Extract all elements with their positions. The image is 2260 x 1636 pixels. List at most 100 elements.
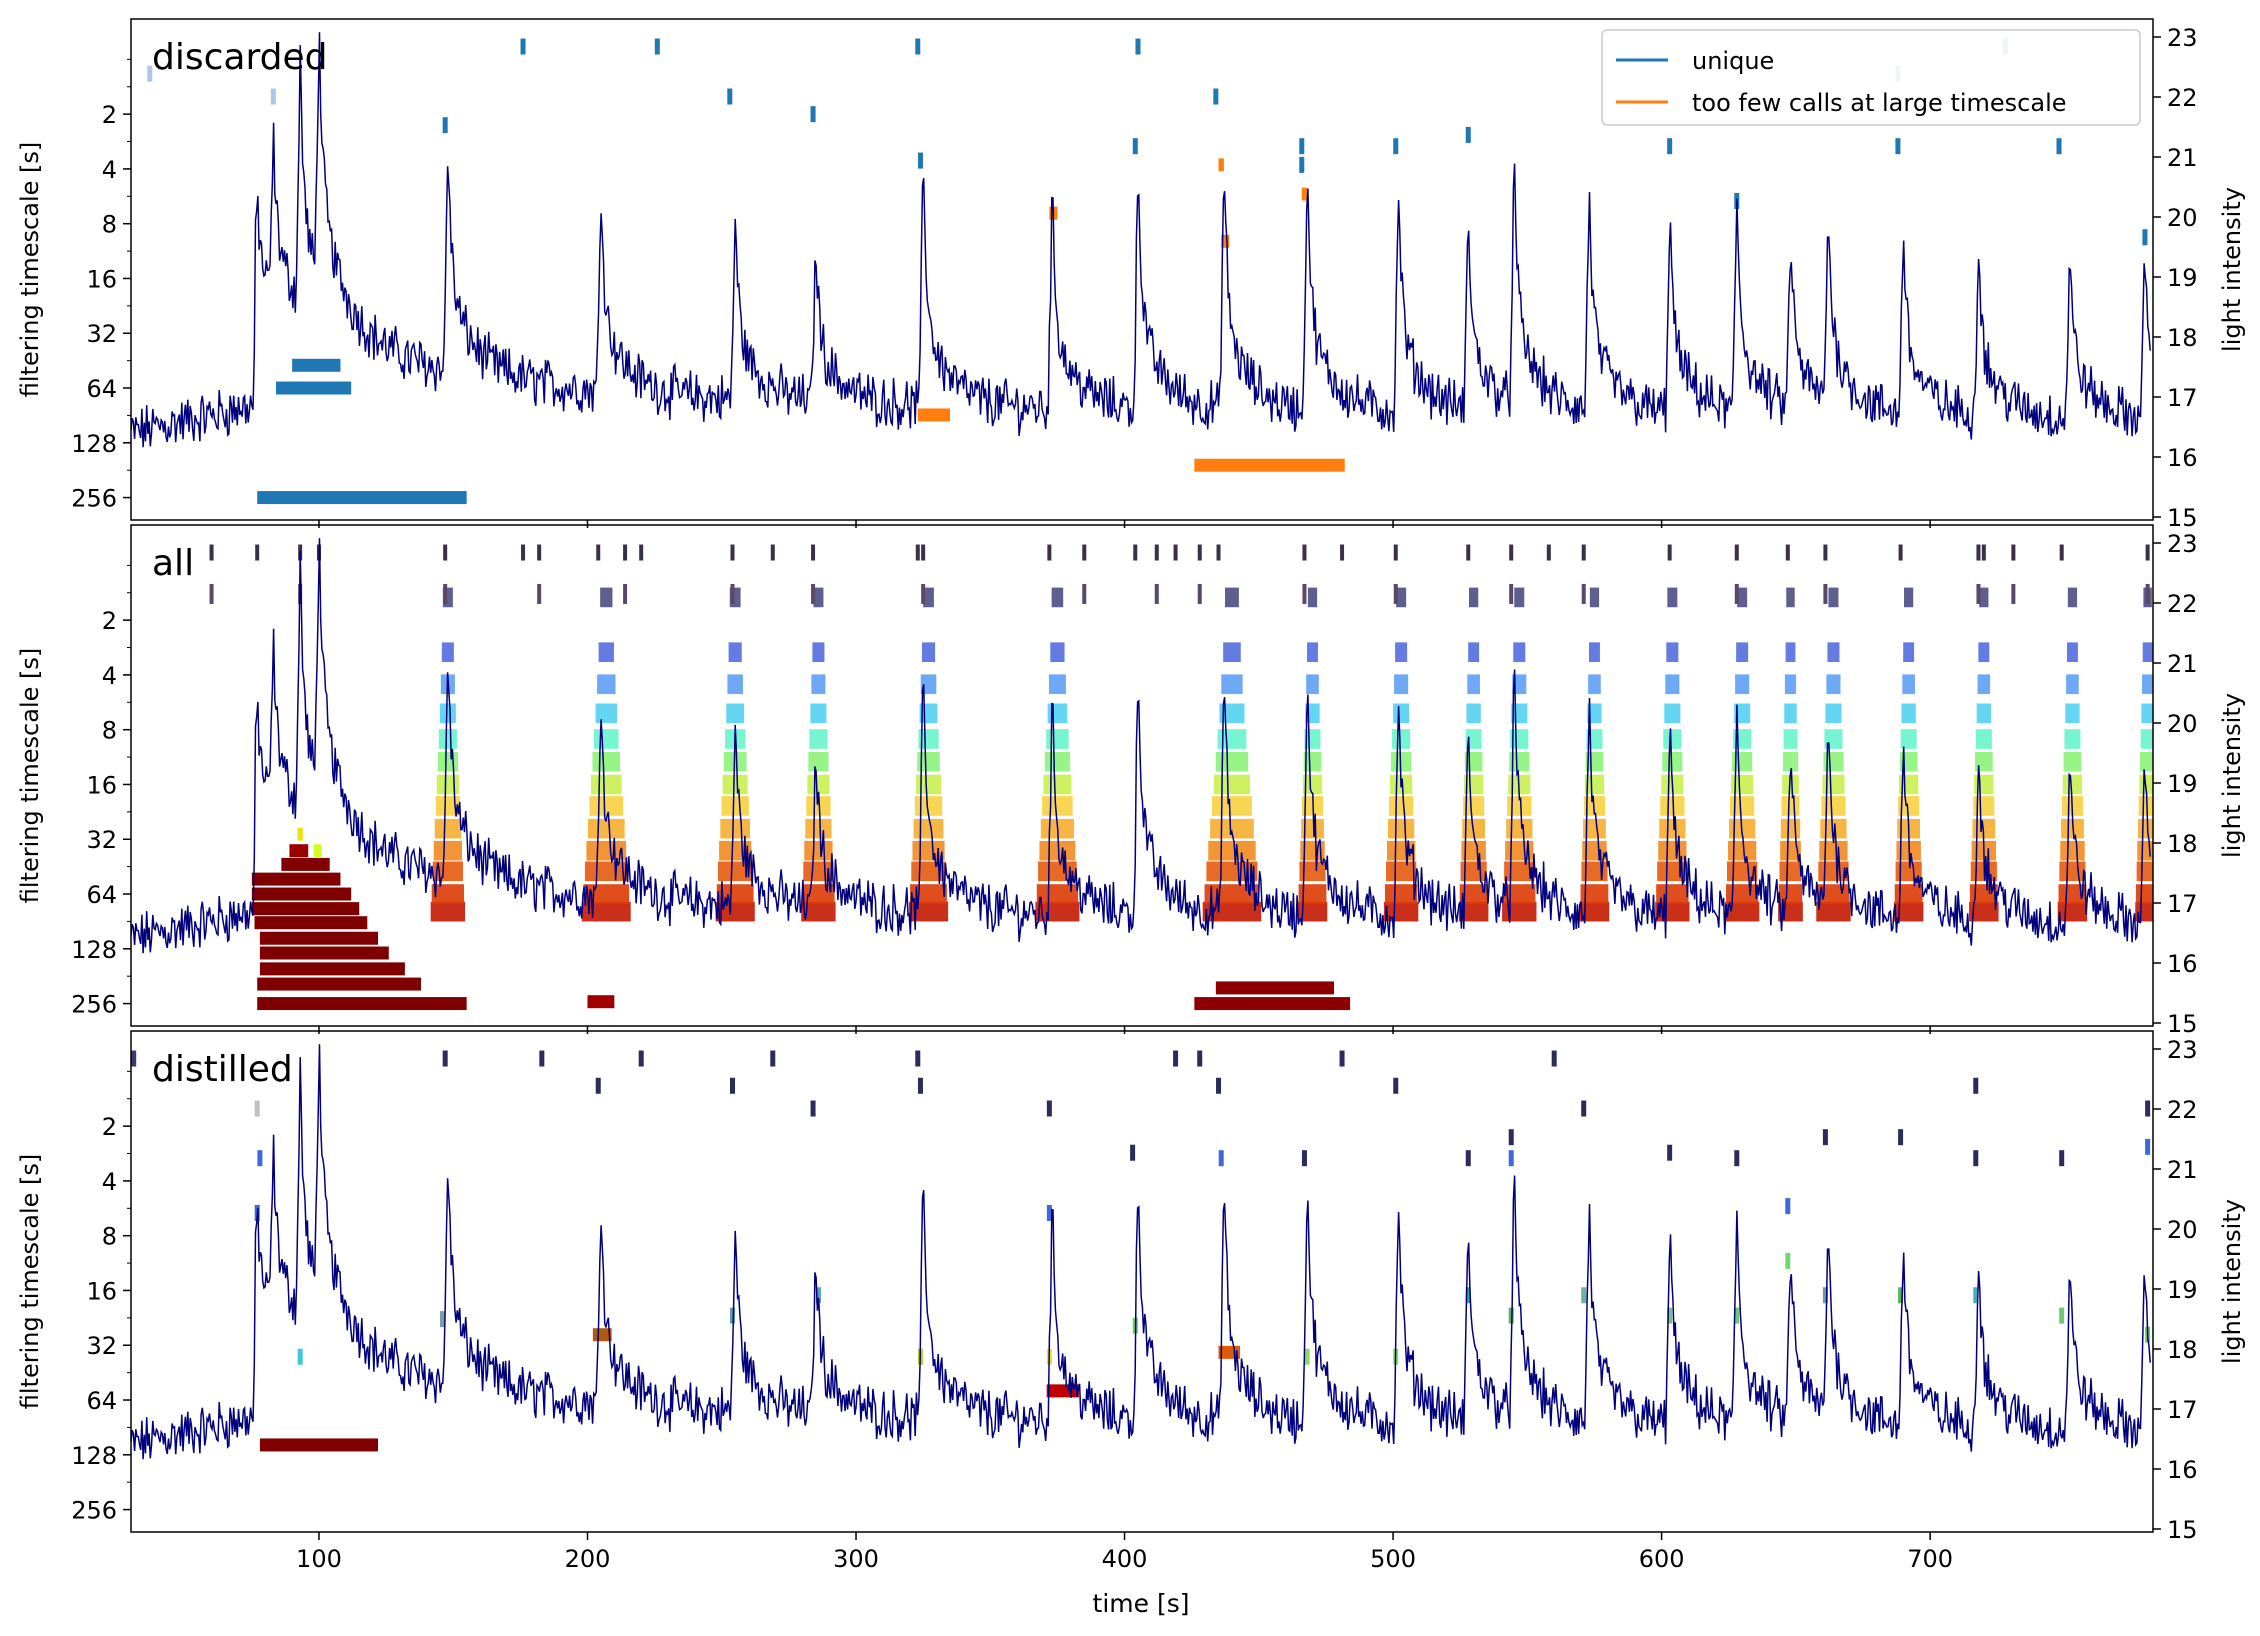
axes-frame xyxy=(130,524,2154,1027)
bar-0 xyxy=(257,997,467,1011)
tower-11-cell-12 xyxy=(1589,587,1600,608)
dark-tick-22 xyxy=(1302,544,1307,561)
right-tick-label-0: 15 xyxy=(2167,1010,2198,1038)
bar-8 xyxy=(251,872,341,886)
dark-tick-31 xyxy=(1785,544,1790,561)
tower-15-cell-3 xyxy=(1819,840,1848,861)
tower-14-cell-9 xyxy=(1784,703,1797,724)
left-tick-label-3: 16 xyxy=(86,265,117,293)
dark-tick-30 xyxy=(1734,544,1739,561)
tick-mark-2 xyxy=(520,38,526,55)
tick-mark-32 xyxy=(1465,1150,1471,1167)
tower-5-cell-6 xyxy=(1043,774,1072,795)
tower-17-cell-7 xyxy=(1974,751,1993,772)
right-tick-label-5: 20 xyxy=(2167,1216,2198,1244)
tower-6-cell-8 xyxy=(1217,729,1247,749)
tower-11-cell-1 xyxy=(1580,884,1609,904)
tick-mark-16 xyxy=(917,1077,923,1094)
bar-4 xyxy=(1194,458,1345,472)
tower-19-cell-8 xyxy=(2140,729,2153,749)
tower-17-cell-1 xyxy=(1969,884,1998,904)
left-tick-label-3: 16 xyxy=(86,771,117,799)
panel-label: all xyxy=(152,543,194,584)
dark-tick-5 xyxy=(521,544,526,561)
tower-13-cell-3 xyxy=(1728,840,1757,861)
tower-19-cell-5 xyxy=(2138,796,2153,816)
tower-7-cell-6 xyxy=(1302,774,1323,795)
tower-3-cell-7 xyxy=(808,751,829,772)
tower-16-cell-11 xyxy=(1903,642,1915,663)
tick-mark-26 xyxy=(1218,1150,1224,1167)
tower-0-cell-11 xyxy=(441,642,454,663)
x-tick-label-5: 600 xyxy=(1639,1545,1685,1573)
dark-tick-36 xyxy=(2011,544,2016,561)
right-tick-label-8: 23 xyxy=(2167,24,2198,52)
tower-8-cell-8 xyxy=(1392,729,1411,749)
tower-5-cell-12 xyxy=(1051,587,1064,608)
dark-tick-35 xyxy=(1981,544,1986,561)
tower-6-cell-0 xyxy=(1202,901,1262,922)
tower-0-cell-4 xyxy=(434,818,461,839)
left-tick-label-0: 2 xyxy=(102,101,117,129)
right-tick-label-7: 22 xyxy=(2167,590,2198,618)
tower-19-cell-2 xyxy=(2136,861,2153,882)
tower-0-cell-1 xyxy=(431,884,465,904)
panel-all: 2 4 8 16 32 64 128 256 15 16 17 18 19 20 21 22 23 filteri… xyxy=(16,524,2246,1038)
tower-7-cell-10 xyxy=(1306,674,1319,695)
tower-0-cell-0 xyxy=(430,901,466,922)
tower-11-cell-9 xyxy=(1587,703,1602,724)
tick-mark-43 xyxy=(1734,1307,1740,1324)
tower-15-cell-9 xyxy=(1825,703,1842,724)
bar-7 xyxy=(1221,234,1230,248)
dark-tick-b-6 xyxy=(537,583,542,604)
tower-15-cell-0 xyxy=(1816,901,1851,922)
tower-13-cell-7 xyxy=(1732,751,1753,772)
tick-mark-14 xyxy=(815,1287,821,1304)
bar-6 xyxy=(251,902,360,916)
tower-8-cell-5 xyxy=(1389,796,1414,816)
tower-7-cell-12 xyxy=(1307,587,1318,608)
right-tick-label-6: 21 xyxy=(2167,1156,2198,1184)
dark-tick-b-22 xyxy=(1302,583,1307,604)
tick-mark-13 xyxy=(1393,138,1399,155)
right-tick-label-4: 19 xyxy=(2167,1276,2198,1304)
bar-3 xyxy=(917,408,951,422)
tick-mark-55 xyxy=(2145,1100,2151,1117)
tower-0-cell-3 xyxy=(433,840,463,861)
dark-tick-b-14 xyxy=(921,583,926,604)
tick-mark-45 xyxy=(1785,1252,1791,1269)
bar-1 xyxy=(257,977,422,991)
tower-4-cell-4 xyxy=(913,818,944,839)
tick-mark-12 xyxy=(1299,156,1305,173)
dark-tick-18 xyxy=(1154,544,1159,561)
tower-6-cell-7 xyxy=(1215,751,1249,772)
tower-5-cell-3 xyxy=(1039,840,1076,861)
tower-13-cell-5 xyxy=(1730,796,1755,816)
tower-6-cell-2 xyxy=(1206,861,1258,882)
tower-19-cell-1 xyxy=(2135,884,2153,904)
tower-4-cell-3 xyxy=(912,840,945,861)
x-tick-label-3: 400 xyxy=(1102,1545,1148,1573)
dark-tick-b-8 xyxy=(623,583,628,604)
tower-8-cell-2 xyxy=(1385,861,1417,882)
dark-tick-37 xyxy=(2059,544,2064,561)
dark-tick-13 xyxy=(915,544,920,561)
bar-7 xyxy=(251,887,352,901)
light-intensity-trace xyxy=(131,32,2151,448)
tower-19-cell-0 xyxy=(2135,901,2153,922)
plot-area xyxy=(131,32,2151,505)
tower-12-cell-9 xyxy=(1664,703,1681,724)
tower-5-cell-2 xyxy=(1038,861,1077,882)
tick-mark-22 xyxy=(2142,229,2148,246)
right-axis-label: light intensity xyxy=(2218,187,2246,352)
tower-10-cell-8 xyxy=(1510,729,1529,749)
tower-13-cell-0 xyxy=(1724,901,1760,922)
tick-mark-23 xyxy=(1173,1050,1179,1067)
tower-11-cell-10 xyxy=(1588,674,1601,695)
tower-14-cell-5 xyxy=(1781,796,1800,816)
right-tick-label-6: 21 xyxy=(2167,144,2198,172)
tower-14-cell-12 xyxy=(1786,587,1795,608)
tower-4-cell-8 xyxy=(918,729,939,749)
tick-mark-40 xyxy=(1667,1144,1673,1161)
tower-3-cell-4 xyxy=(805,818,832,839)
